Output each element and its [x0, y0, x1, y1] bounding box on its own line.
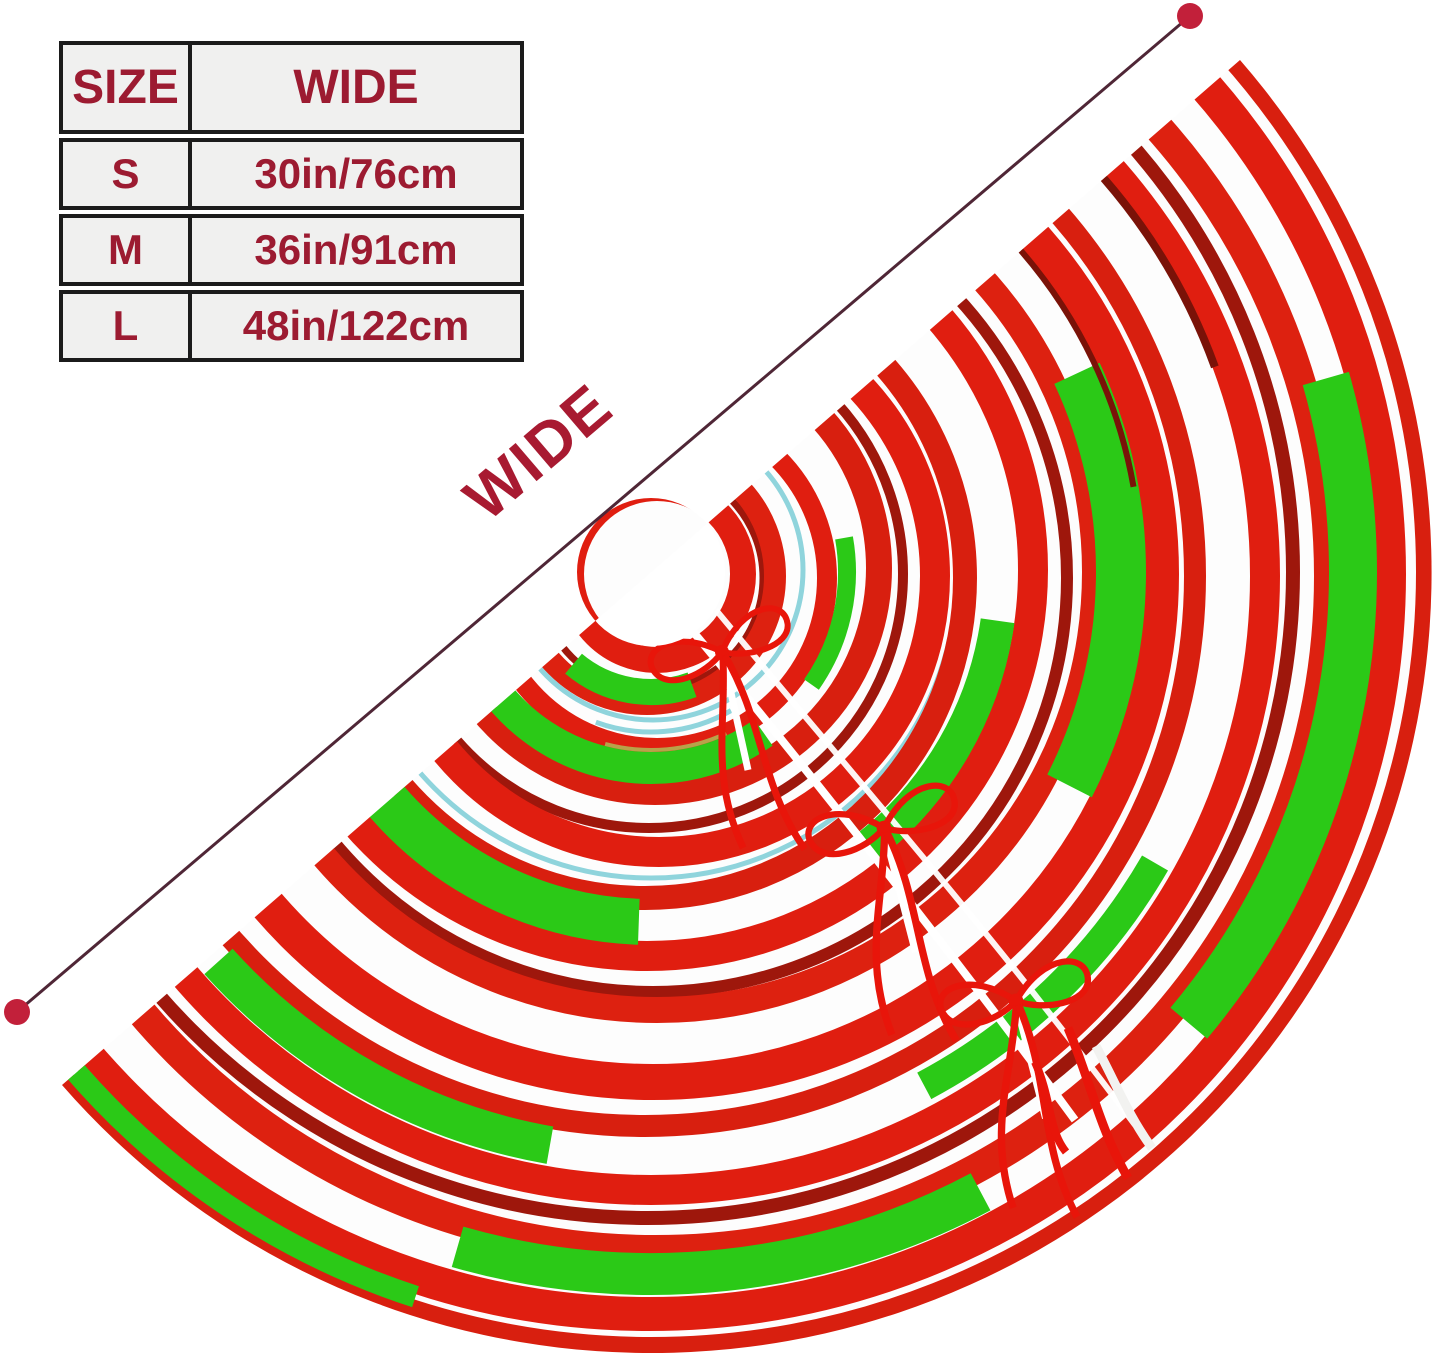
size-cell-s: S — [63, 142, 192, 206]
wide-cell-l: 48in/122cm — [242, 302, 470, 349]
size-column-header: SIZE — [63, 45, 192, 130]
table-row-large: L 48in/122cm — [59, 290, 524, 362]
size-table: SIZE WIDE S 30in/76cm M 36in/91cm L 48in… — [59, 41, 524, 366]
wide-cell-m: 36in/91cm — [254, 226, 458, 273]
measurement-dot-bottom — [4, 999, 30, 1025]
size-table-header-row: SIZE WIDE — [59, 41, 524, 134]
table-row-medium: M 36in/91cm — [59, 214, 524, 286]
measurement-dot-top — [1177, 3, 1203, 29]
table-row-small: S 30in/76cm — [59, 138, 524, 210]
size-cell-l: L — [63, 294, 192, 358]
ribbon-ends — [1031, 1026, 1156, 1181]
wide-column-header: WIDE — [293, 61, 419, 114]
wide-cell-s: 30in/76cm — [254, 150, 458, 197]
size-cell-m: M — [63, 218, 192, 282]
wide-diagonal-label: WIDE — [452, 371, 626, 534]
measurement-line — [16, 14, 1191, 1014]
